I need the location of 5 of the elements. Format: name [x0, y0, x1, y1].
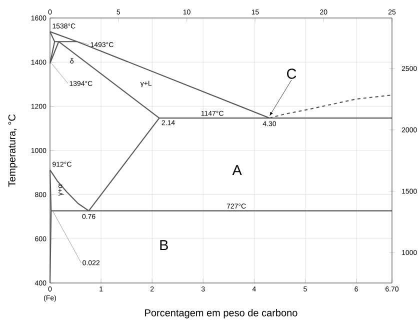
y-axis-title: Temperatura, °C	[8, 114, 18, 187]
annotation: C	[287, 68, 296, 79]
annotation: A	[232, 165, 242, 176]
annotation: B	[160, 240, 168, 250]
x-axis-title: Porcentagem em peso de carbono	[145, 309, 298, 318]
